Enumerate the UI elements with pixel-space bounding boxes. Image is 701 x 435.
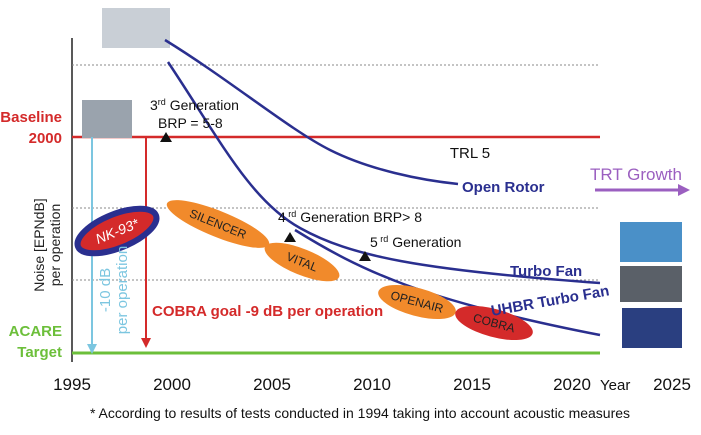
uhbr-label: UHBR Turbo Fan <box>490 282 611 320</box>
generation-suffix: rd <box>378 234 389 244</box>
x-tick-label: 2020 <box>553 375 591 394</box>
x-tick-label: 2025 <box>653 375 691 394</box>
generation-label: 5 rd Generation <box>370 234 461 250</box>
trl-label: TRL 5 <box>450 145 490 162</box>
axes <box>71 38 600 362</box>
baseline-label: Baseline <box>0 109 62 126</box>
trt-growth: TRT Growth <box>590 165 682 184</box>
generation-text: Generation BRP> 8 <box>296 209 422 225</box>
reduction-label: per operation <box>114 246 131 334</box>
target-label: ACARE <box>9 323 62 340</box>
x-ticks: 1995 2000 2005 2010 2015 2020 2025 <box>53 375 691 394</box>
engine-images <box>82 8 682 348</box>
baseline-year: 2000 <box>29 130 62 147</box>
generation-brp: BRP = 5-8 <box>158 115 223 131</box>
open-rotor-label: Open Rotor <box>462 179 545 196</box>
y-axis-label: Noise [EPNdB] <box>31 198 47 291</box>
x-tick-label: 2000 <box>153 375 191 394</box>
footnote: * According to results of tests conducte… <box>90 405 630 421</box>
x-tick-label: 2015 <box>453 375 491 394</box>
x-axis-label: Year <box>600 377 630 394</box>
generation-text: Generation <box>388 234 461 250</box>
generation-number: 5 <box>370 234 378 250</box>
generation-suffix: rd <box>286 209 297 219</box>
x-tick-label: 2010 <box>353 375 391 394</box>
generation-number: 3 <box>150 97 158 113</box>
x-tick-label: 2005 <box>253 375 291 394</box>
y-axis-label: per operation <box>47 204 63 287</box>
cobra-goal: COBRA goal -9 dB per operation <box>152 303 383 320</box>
generation-label: 3rd Generation <box>150 97 239 113</box>
generation-suffix: rd <box>158 97 166 107</box>
generation-text: Generation <box>166 97 239 113</box>
x-tick-label: 1995 <box>53 375 91 394</box>
target-label: Target <box>17 344 62 361</box>
turbo-fan-label: Turbo Fan <box>510 263 582 280</box>
reduction-label: -10 dB <box>97 268 114 312</box>
generation-label: 4 rd Generation BRP> 8 <box>278 209 422 225</box>
curves <box>164 38 601 337</box>
project-ellipses <box>74 200 533 341</box>
generation-number: 4 <box>278 209 286 225</box>
